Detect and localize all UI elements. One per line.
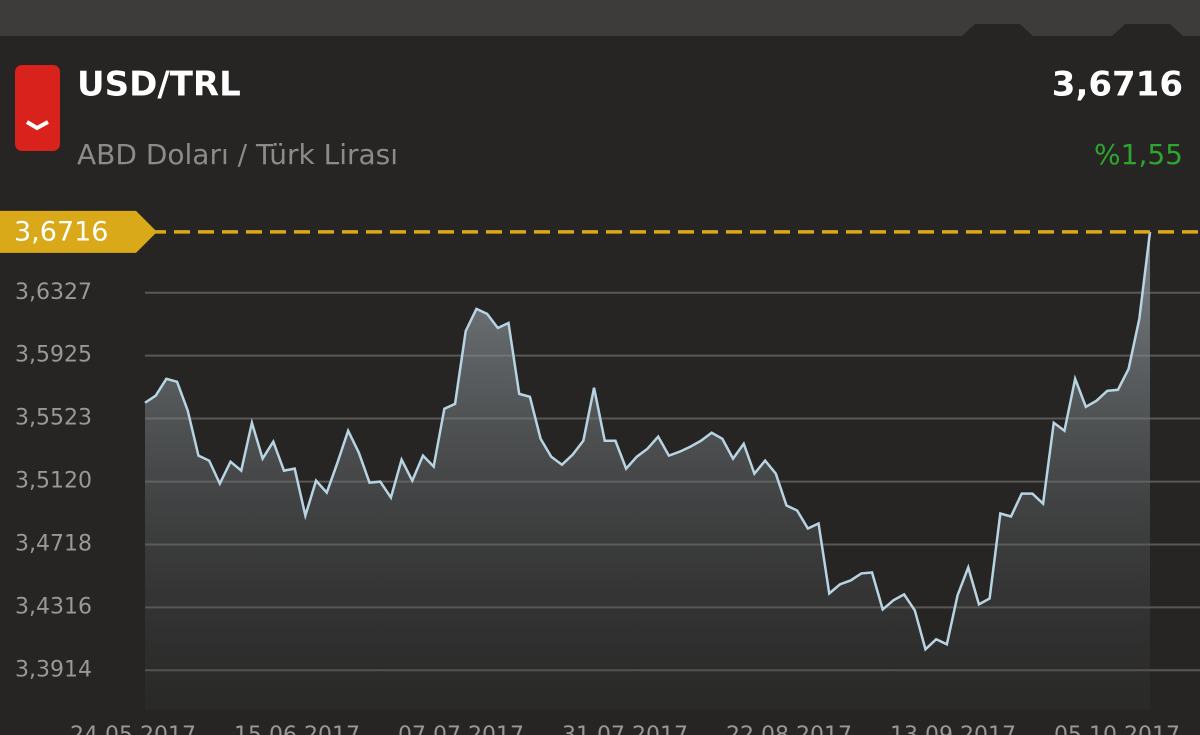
x-tick-label: 22.08.2017 (726, 723, 852, 735)
price: 3,6716 (1052, 65, 1183, 105)
flag-icon (15, 65, 60, 151)
x-tick-label: 07.07.2017 (398, 723, 524, 735)
y-tick-label: 3,3914 (15, 657, 92, 682)
y-tick-label: 3,4316 (15, 594, 92, 619)
area (145, 231, 1150, 710)
change: %1,55 (1094, 138, 1183, 171)
x-tick-label: 15.06.2017 (234, 723, 360, 735)
y-tick-label: 3,4718 (15, 531, 92, 556)
tab-notch (962, 24, 1033, 36)
chart: 3,3914 3,4316 3,4718 3,5120 3,5523 3,5925 3,63… (0, 210, 1200, 735)
y-tick-label: 3,5120 (15, 469, 92, 494)
x-tick-label: 05.10.2017 (1054, 723, 1180, 735)
tab-notch (1112, 24, 1183, 36)
y-tick-label: 3,5925 (15, 343, 92, 368)
y-tick-label: 3,5523 (15, 406, 92, 431)
current-price-tag (0, 210, 157, 253)
down-chevron (25, 120, 49, 131)
x-tick-label: 24.05.2017 (70, 723, 196, 735)
x-tick-label: 13.09.2017 (890, 723, 1016, 735)
y-tick-label: 3,6327 (15, 280, 92, 305)
x-tick-label: 31.07.2017 (562, 723, 688, 735)
symbol-name: ABD Doları / Türk Lirası (77, 138, 398, 171)
symbol: USD/TRL (77, 65, 241, 105)
price-line (144, 231, 1152, 652)
current-price-label: 3,6716 (14, 216, 108, 247)
